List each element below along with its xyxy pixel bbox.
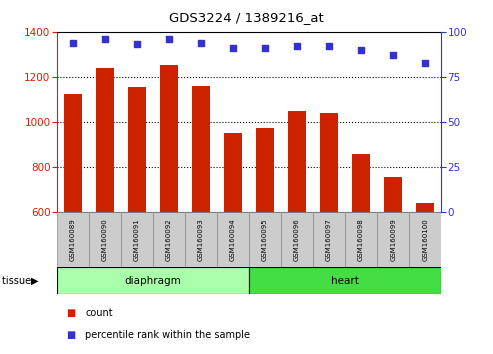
FancyBboxPatch shape (121, 212, 153, 267)
Point (325, 44, 333, 49)
Text: GSM160093: GSM160093 (198, 218, 204, 261)
Text: ▶: ▶ (31, 275, 38, 286)
Text: GSM160100: GSM160100 (422, 218, 428, 261)
Bar (288, 111, 306, 212)
Bar (160, 64, 177, 212)
Bar (352, 154, 370, 212)
Text: GSM160099: GSM160099 (390, 218, 396, 261)
FancyBboxPatch shape (153, 212, 185, 267)
Bar (128, 87, 145, 212)
Text: heart: heart (331, 275, 359, 286)
Bar (256, 128, 274, 212)
Text: GDS3224 / 1389216_at: GDS3224 / 1389216_at (169, 11, 324, 24)
Text: ■: ■ (67, 330, 76, 339)
Text: diaphragm: diaphragm (124, 275, 181, 286)
FancyBboxPatch shape (185, 212, 217, 267)
Text: GSM160096: GSM160096 (294, 218, 300, 261)
Point (261, 45, 269, 51)
Text: GSM160089: GSM160089 (70, 218, 76, 261)
FancyBboxPatch shape (281, 212, 313, 267)
Point (357, 47, 365, 53)
Point (133, 42, 141, 47)
Text: GSM160094: GSM160094 (230, 218, 236, 261)
Bar (192, 86, 210, 212)
Point (101, 36, 108, 42)
Text: percentile rank within the sample: percentile rank within the sample (85, 330, 250, 339)
Text: count: count (85, 308, 113, 318)
Bar (96, 68, 113, 212)
FancyBboxPatch shape (89, 212, 121, 267)
Text: GSM160097: GSM160097 (326, 218, 332, 261)
Text: GSM160092: GSM160092 (166, 218, 172, 261)
Text: GSM160090: GSM160090 (102, 218, 108, 261)
Text: GSM160091: GSM160091 (134, 218, 140, 261)
Bar (64, 94, 81, 212)
Point (293, 44, 301, 49)
FancyBboxPatch shape (57, 212, 89, 267)
FancyBboxPatch shape (57, 267, 249, 294)
FancyBboxPatch shape (377, 212, 409, 267)
Point (197, 40, 205, 46)
FancyBboxPatch shape (313, 212, 345, 267)
Point (389, 52, 397, 58)
Point (421, 60, 429, 65)
Text: tissue: tissue (2, 275, 35, 286)
Point (69, 40, 77, 46)
Bar (385, 177, 402, 212)
Point (229, 45, 237, 51)
FancyBboxPatch shape (217, 212, 249, 267)
Point (165, 36, 173, 42)
Bar (320, 113, 338, 212)
Text: ■: ■ (67, 308, 76, 318)
FancyBboxPatch shape (249, 267, 441, 294)
FancyBboxPatch shape (249, 212, 281, 267)
FancyBboxPatch shape (345, 212, 377, 267)
Text: GSM160095: GSM160095 (262, 218, 268, 261)
Bar (417, 203, 434, 212)
FancyBboxPatch shape (409, 212, 441, 267)
Bar (224, 133, 242, 212)
Text: GSM160098: GSM160098 (358, 218, 364, 261)
